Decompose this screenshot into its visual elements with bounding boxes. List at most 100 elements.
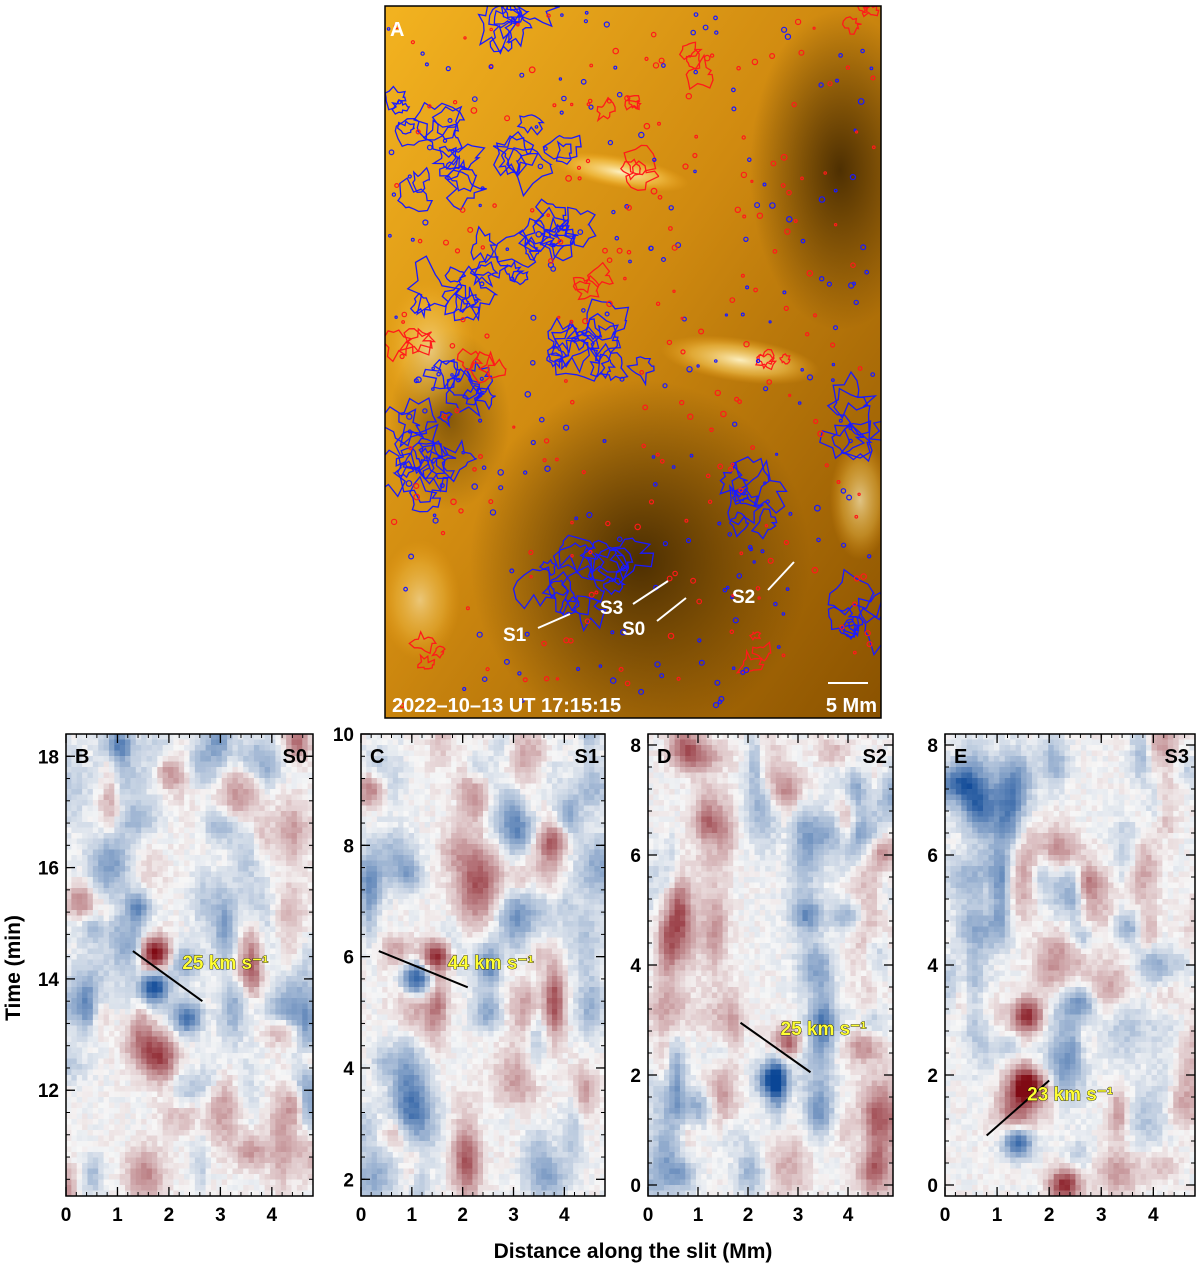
heatmap-cell xyxy=(92,893,99,900)
heatmap-cell xyxy=(243,1113,249,1120)
heatmap-cell xyxy=(157,899,164,905)
heatmap-cell xyxy=(92,998,99,1004)
heatmap-cell xyxy=(189,888,196,894)
heatmap-cell xyxy=(108,976,115,982)
heatmap-cell xyxy=(92,1174,99,1180)
heatmap-cell xyxy=(103,1141,110,1147)
contour-dot xyxy=(729,297,736,304)
heatmap-cell xyxy=(200,1091,207,1098)
heatmap-cell xyxy=(184,866,190,872)
contour-dot xyxy=(589,63,594,68)
heatmap-cell xyxy=(146,1042,153,1048)
heatmap-cell xyxy=(243,915,249,922)
heatmap-cell xyxy=(200,1141,207,1147)
heatmap-cell xyxy=(108,877,115,883)
heatmap-cell xyxy=(227,937,233,944)
heatmap-cell xyxy=(361,833,367,839)
heatmap-cell xyxy=(366,998,372,1004)
heatmap-cell xyxy=(76,959,83,966)
heatmap-cell xyxy=(98,1146,104,1153)
contour-dot xyxy=(848,438,853,444)
heatmap-cell xyxy=(135,904,142,911)
heatmap-cell xyxy=(151,838,158,845)
heatmap-cell xyxy=(135,783,142,790)
heatmap-cell xyxy=(291,1168,298,1175)
heatmap-cell xyxy=(302,816,309,823)
heatmap-cell xyxy=(264,750,271,757)
heatmap-cell xyxy=(87,943,94,949)
heatmap-cell xyxy=(286,827,292,834)
heatmap-cell xyxy=(280,739,287,746)
heatmap-cell xyxy=(302,1185,309,1191)
heatmap-cell xyxy=(130,783,137,790)
heatmap-cell xyxy=(275,1053,282,1059)
heatmap-cell xyxy=(103,1097,110,1103)
heatmap-cell xyxy=(253,833,260,839)
heatmap-cell xyxy=(146,910,153,916)
heatmap-cell xyxy=(216,932,223,938)
heatmap-cell xyxy=(125,838,131,845)
heatmap-cell xyxy=(286,866,292,872)
contour-dot xyxy=(498,485,504,491)
contour-dot xyxy=(450,498,457,506)
heatmap-cell xyxy=(232,888,239,894)
heatmap-cell xyxy=(243,767,249,773)
heatmap-cell xyxy=(162,1157,169,1164)
heatmap-cell xyxy=(216,1119,223,1125)
heatmap-cell xyxy=(130,992,137,999)
contour-dot xyxy=(481,465,487,471)
heatmap-cell xyxy=(173,915,180,922)
heatmap-cell xyxy=(291,1036,298,1043)
heatmap-cell xyxy=(184,822,190,828)
heatmap-cell xyxy=(66,1157,72,1164)
heatmap-cell xyxy=(227,1036,233,1043)
heatmap-cell xyxy=(382,1036,388,1043)
heatmap-cell xyxy=(194,778,201,784)
contour-dot xyxy=(860,244,867,251)
contour-dot xyxy=(602,247,608,254)
heatmap-cell xyxy=(141,1108,147,1114)
heatmap-cell xyxy=(141,1036,147,1043)
heatmap-cell xyxy=(103,992,110,999)
heatmap-cell xyxy=(302,822,309,828)
heatmap-cell xyxy=(264,943,271,949)
heatmap-cell xyxy=(82,1108,88,1114)
heatmap-cell xyxy=(200,1042,207,1048)
heatmap-cell xyxy=(189,1152,196,1158)
heatmap-cell xyxy=(76,877,83,883)
heatmap-cell xyxy=(286,926,292,933)
heatmap-cell xyxy=(243,1064,249,1070)
heatmap-cell xyxy=(302,789,309,795)
heatmap-cell xyxy=(227,1168,233,1175)
heatmap-cell xyxy=(168,794,174,801)
heatmap-cell xyxy=(92,1064,99,1070)
heatmap-cell xyxy=(232,1080,239,1087)
heatmap-cell xyxy=(82,998,88,1004)
heatmap-cell xyxy=(119,976,126,982)
heatmap-cell xyxy=(371,1036,378,1043)
heatmap-cell xyxy=(82,739,88,746)
heatmap-cell xyxy=(366,904,372,911)
heatmap-cell xyxy=(210,1020,217,1026)
heatmap-cell xyxy=(146,893,153,900)
heatmap-cell xyxy=(125,1014,131,1021)
heatmap-cell xyxy=(275,904,282,911)
heatmap-cell xyxy=(302,965,309,971)
heatmap-cell xyxy=(216,838,223,845)
contour-dot xyxy=(652,157,657,162)
contour-dot xyxy=(864,630,871,637)
heatmap-cell xyxy=(280,1009,287,1015)
heatmap-cell xyxy=(376,1163,383,1169)
heatmap-cell xyxy=(119,1014,126,1021)
heatmap-cell xyxy=(178,893,185,900)
heatmap-cell xyxy=(157,1020,164,1026)
heatmap-cell xyxy=(205,800,212,806)
heatmap-cell xyxy=(382,1108,388,1114)
heatmap-cell xyxy=(157,844,164,850)
contour-dot xyxy=(805,332,810,337)
heatmap-cell xyxy=(108,1157,115,1164)
contour-dot xyxy=(764,524,769,528)
heatmap-cell xyxy=(189,1069,196,1076)
heatmap-cell xyxy=(146,1146,153,1153)
